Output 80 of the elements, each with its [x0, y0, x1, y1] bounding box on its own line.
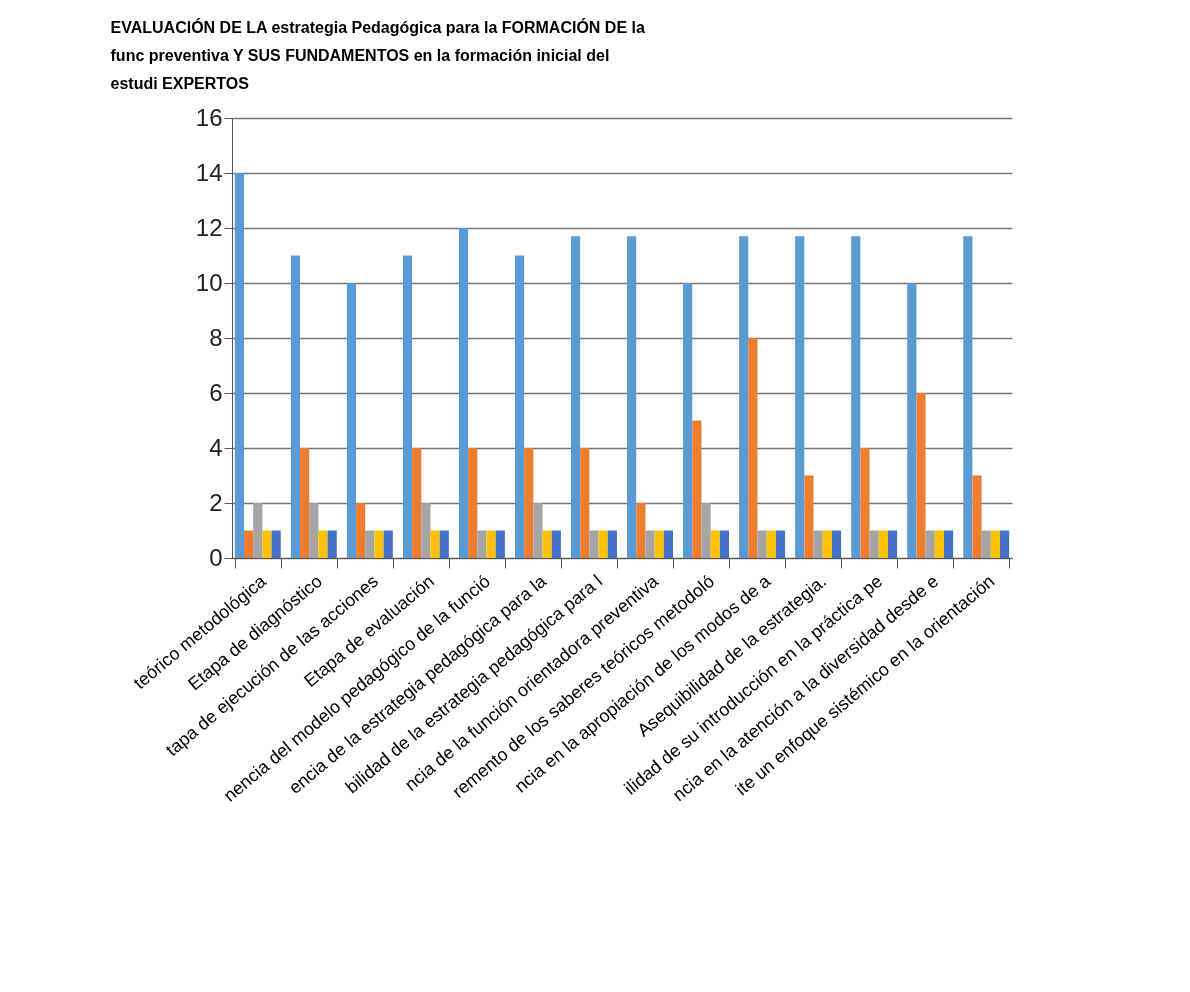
bar: [365, 530, 375, 558]
bar: [271, 530, 281, 558]
bar: [813, 530, 823, 558]
bar: [710, 530, 720, 558]
y-tick-label: 4: [209, 433, 223, 461]
bar: [327, 530, 337, 558]
bar: [551, 530, 561, 558]
bar: [925, 530, 935, 558]
bar: [253, 503, 263, 558]
bar: [234, 173, 244, 558]
bar: [795, 236, 805, 558]
bar: [981, 530, 991, 558]
bar: [486, 530, 496, 558]
bar: [412, 448, 422, 558]
y-tick-label: 16: [195, 103, 223, 131]
bar: [860, 448, 870, 558]
bar: [514, 255, 525, 558]
bar: [439, 530, 449, 558]
bar: [1000, 530, 1010, 558]
bar: [262, 530, 272, 558]
bar: [468, 448, 478, 558]
bar: [300, 448, 310, 558]
bar: [683, 283, 693, 558]
bar: [580, 448, 590, 558]
bar: [654, 530, 664, 558]
bar: [524, 448, 534, 558]
bar: [421, 503, 431, 558]
bar: [589, 530, 599, 558]
y-tick-label: 8: [209, 323, 223, 351]
bar: [748, 338, 758, 558]
bar: [430, 530, 440, 558]
bar: [663, 530, 673, 558]
bar: [495, 530, 505, 558]
bar: [533, 503, 543, 558]
bar: [318, 530, 328, 558]
bar: [346, 283, 357, 558]
bar: [775, 530, 786, 558]
bar: [542, 530, 552, 558]
bar: [692, 420, 702, 558]
bar: [309, 503, 319, 558]
bar: [645, 530, 655, 558]
bar: [290, 255, 301, 558]
y-tick-label: 12: [195, 213, 223, 241]
bar: [701, 503, 711, 558]
bar: [831, 530, 842, 558]
bar: [383, 530, 393, 558]
bar: [627, 236, 637, 558]
bar: [739, 236, 749, 558]
bar: [907, 283, 917, 558]
y-tick-label: 0: [209, 543, 223, 571]
bar: [990, 530, 1001, 558]
bar: [869, 530, 879, 558]
bar: [571, 236, 581, 558]
bar: [477, 530, 487, 558]
bar: [972, 475, 982, 558]
bar: [607, 530, 617, 558]
bar: [458, 228, 469, 558]
bar: [402, 255, 413, 558]
bar: [598, 530, 608, 558]
bar: [943, 530, 954, 558]
bar: [963, 236, 973, 558]
chart-title: EVALUACIÓN DE LA estrategia Pedagógica para la FORMACIÓN DE la func preventiva Y SUS FUNDAMENTOS en la formación inicial del estudi EXPERTOS: [110, 18, 645, 92]
y-tick-label: 2: [209, 488, 223, 516]
bar: [636, 503, 646, 558]
y-tick-label: 6: [209, 378, 223, 406]
bar: [822, 530, 832, 558]
bar: [887, 530, 898, 558]
bar: [757, 530, 767, 558]
bar: [851, 236, 861, 558]
bar: [878, 530, 888, 558]
bar: [374, 530, 384, 558]
y-tick-label: 10: [195, 268, 223, 296]
bar: [719, 530, 730, 558]
bar: [243, 530, 254, 558]
bar: [934, 530, 944, 558]
bar: [916, 393, 926, 558]
y-tick-label: 14: [195, 158, 223, 186]
bar: [804, 475, 814, 558]
bar: [766, 530, 776, 558]
bar: [356, 503, 366, 558]
